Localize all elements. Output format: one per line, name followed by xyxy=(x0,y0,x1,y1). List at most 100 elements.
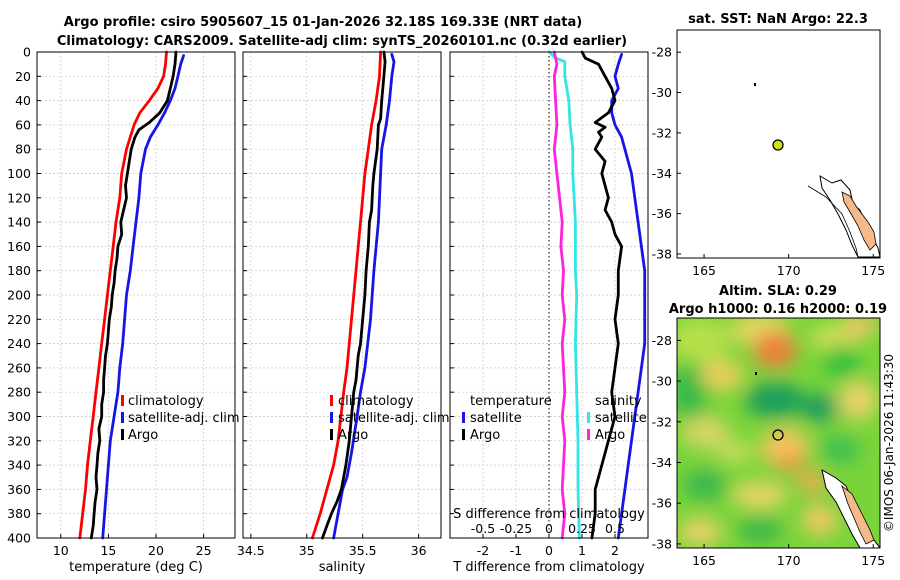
top-x-tick-label: -0.25 xyxy=(500,521,532,536)
sst-ticks: 165 170 175 -28 -30 -32 -34 -36 -38 xyxy=(652,45,886,278)
difference-top-xlabel: S difference from climatology xyxy=(453,507,645,522)
y-tick-label: 300 xyxy=(7,409,31,424)
legend-swatch-s-satellite xyxy=(587,412,590,423)
sst-land-fill xyxy=(841,191,877,251)
legend-swatch-s-argo xyxy=(587,429,590,440)
x-tick-label: 36 xyxy=(411,543,427,558)
sla-blob xyxy=(683,469,727,501)
y-tick-label: 260 xyxy=(7,360,31,375)
sst-profile-marker xyxy=(772,139,784,151)
y-tick-label: 240 xyxy=(7,336,31,351)
salinity-xlabel: salinity xyxy=(319,560,366,575)
legend-label-t-satellite: satellite xyxy=(470,411,522,426)
y-tick-label: 340 xyxy=(7,458,31,473)
difference-ticks: -2 -1 0 1 2 xyxy=(450,51,619,558)
x-tick-label: 1 xyxy=(578,543,586,558)
map-y-tick-label: -28 xyxy=(652,45,672,60)
y-tick-label: 120 xyxy=(7,190,31,205)
map-y-tick-label: -32 xyxy=(652,125,672,140)
sla-blob xyxy=(700,359,744,391)
map-y-tick-label: -36 xyxy=(652,206,672,221)
sst-island-marker xyxy=(754,83,756,86)
map-y-tick-label: -32 xyxy=(652,414,672,429)
sla-profile-marker xyxy=(772,429,784,441)
series-line-t-argo xyxy=(580,50,623,540)
map-y-tick-label: -36 xyxy=(652,496,672,511)
sst-map-panel: sat. SST: NaN Argo: 22.3 165 170 175 -28 -30… xyxy=(652,12,886,278)
x-tick-label: 34.5 xyxy=(237,543,265,558)
legend-label-s-satellite: satellite xyxy=(595,411,647,426)
map-x-tick-label: 165 xyxy=(692,553,716,568)
sla-map-panel: Altim. SLA: 0.29 Argo h1000: 0.16 h2000:… xyxy=(652,284,888,568)
difference-series xyxy=(547,50,647,540)
difference-grid xyxy=(450,51,648,539)
sla-blob xyxy=(798,470,826,494)
temperature-xlabel: temperature (deg C) xyxy=(69,560,203,575)
legend-label-climatology: climatology xyxy=(128,394,204,409)
x-tick-label: 10 xyxy=(53,543,69,558)
top-x-tick-label: -0.5 xyxy=(471,521,495,536)
figure-title-line1: Argo profile: csiro 5905607_15 01-Jan-20… xyxy=(64,15,582,30)
sla-blob xyxy=(745,382,805,418)
sla-blob xyxy=(738,518,782,542)
y-tick-label: 60 xyxy=(15,117,31,132)
x-tick-label: 0 xyxy=(545,543,553,558)
temperature-ticks: 0 20 40 60 80 100 120 140 160 180 200 220 240 260 280 3… xyxy=(7,45,211,559)
legend-label-argo: Argo xyxy=(338,428,368,443)
x-tick-label: 2 xyxy=(611,543,619,558)
x-tick-label: 35.5 xyxy=(349,543,377,558)
temperature-series xyxy=(78,50,186,540)
series-line-climatology xyxy=(78,50,168,540)
salinity-panel: 34.5 35 35.5 36 salinity climatology satell… xyxy=(237,50,450,575)
figure-title-line2: Climatology: CARS2009. Satellite-adj cli… xyxy=(57,34,627,49)
map-x-tick-label: 175 xyxy=(861,263,885,278)
y-tick-label: 40 xyxy=(15,93,31,108)
difference-top-ticks: -0.5 -0.25 0 0.25 0.5 xyxy=(471,521,625,536)
legend-swatch-climatology xyxy=(330,395,333,406)
legend-label-t-argo: Argo xyxy=(470,428,500,443)
map-x-tick-label: 170 xyxy=(777,263,801,278)
sla-blob xyxy=(802,504,838,536)
map-y-tick-label: -30 xyxy=(652,85,672,100)
legend-swatch-t-satellite xyxy=(462,412,465,423)
sla-axes-box xyxy=(676,317,881,549)
x-tick-label: -2 xyxy=(477,543,489,558)
map-y-tick-label: -28 xyxy=(652,333,672,348)
series-line-t-satellite xyxy=(610,53,647,540)
y-tick-label: 0 xyxy=(23,45,31,60)
map-x-tick-label: 165 xyxy=(692,263,716,278)
legend-header-temperature: temperature xyxy=(470,394,552,409)
legend-swatch-argo xyxy=(330,429,333,440)
salinity-ticks: 34.5 35 35.5 36 xyxy=(237,51,427,558)
legend-label-satellite-adj: satellite-adj. clim xyxy=(338,411,450,426)
sla-blob xyxy=(677,364,708,420)
legend-swatch-satellite-adj xyxy=(330,412,333,423)
legend-header-salinity: salinity xyxy=(595,394,642,409)
y-tick-label: 280 xyxy=(7,385,31,400)
y-tick-label: 140 xyxy=(7,215,31,230)
temperature-legend: climatology satellite-adj. clim Argo xyxy=(121,394,240,443)
y-tick-label: 100 xyxy=(7,166,31,181)
sla-title-line2: Argo h1000: 0.16 h2000: 0.19 xyxy=(669,302,887,317)
top-x-tick-label: 0.25 xyxy=(568,521,596,536)
sla-title-line1: Altim. SLA: 0.29 xyxy=(719,284,837,299)
legend-swatch-climatology xyxy=(121,395,124,406)
sla-blobs xyxy=(677,318,878,546)
sla-blob xyxy=(732,481,788,509)
legend-swatch-t-argo xyxy=(462,429,465,440)
sst-coastline xyxy=(754,83,881,258)
difference-panel: -2 -1 0 1 2 T difference from climatology S … xyxy=(449,50,649,575)
timestamp-stamp: ©IMOS 06-Jan-2026 11:43:30 xyxy=(882,354,896,532)
y-tick-label: 20 xyxy=(15,69,31,84)
legend-swatch-argo xyxy=(121,429,124,440)
series-line-climatology xyxy=(310,50,383,540)
x-tick-label: -1 xyxy=(510,543,522,558)
map-y-tick-label: -34 xyxy=(652,166,672,181)
series-line-satellite-adj-clim xyxy=(101,54,186,540)
temperature-panel: 0 20 40 60 80 100 120 140 160 180 200 220 240 260 280 3… xyxy=(7,45,239,576)
y-tick-label: 360 xyxy=(7,482,31,497)
sla-island-marker xyxy=(755,372,757,375)
series-line-argo xyxy=(320,50,387,540)
top-x-tick-label: 0 xyxy=(545,521,553,536)
